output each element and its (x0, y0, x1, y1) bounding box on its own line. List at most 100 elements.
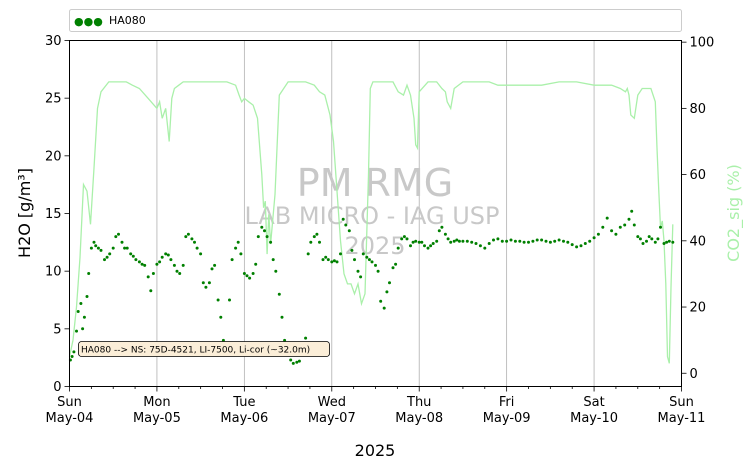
h2o-point (417, 240, 421, 244)
h2o-point (344, 223, 348, 227)
h2o-point (645, 239, 648, 243)
y-axis-label-right: CO2_sig (%) (724, 164, 744, 262)
h2o-point (391, 266, 395, 270)
h2o-point (219, 315, 223, 319)
h2o-point (339, 252, 342, 256)
h2o-point (423, 244, 426, 248)
h2o-point (251, 272, 255, 275)
h2o-point (653, 240, 657, 244)
y-left-tick-label: 0 (53, 380, 61, 395)
h2o-point (374, 263, 377, 267)
h2o-point (263, 229, 266, 233)
co2-line (68, 81, 674, 364)
h2o-point (531, 239, 535, 243)
h2o-point (213, 263, 217, 267)
h2o-point (435, 239, 439, 243)
h2o-point (492, 238, 495, 242)
y-right-tick-label: 40 (690, 234, 707, 249)
h2o-point (662, 242, 666, 245)
h2o-point (111, 246, 115, 250)
h2o-point (330, 260, 334, 264)
h2o-point (350, 248, 354, 252)
h2o-point (103, 258, 106, 262)
h2o-point (82, 315, 86, 319)
h2o-point (647, 235, 651, 239)
h2o-point (562, 239, 565, 243)
h2o-point (553, 239, 557, 243)
h2o-point (280, 315, 284, 319)
h2o-point (164, 252, 168, 256)
h2o-point (522, 240, 526, 244)
h2o-point (289, 358, 293, 362)
h2o-point (382, 306, 386, 310)
h2o-point (184, 235, 188, 239)
h2o-point (172, 263, 176, 267)
h2o-point (610, 229, 614, 233)
h2o-point (588, 239, 592, 243)
x-tick-label-date: May-08 (395, 411, 443, 426)
h2o-point (365, 255, 369, 259)
h2o-point (557, 238, 561, 242)
h2o-point (178, 272, 182, 275)
x-tick-label-day: Tue (232, 395, 255, 410)
h2o-point (114, 235, 118, 239)
h2o-point (535, 238, 539, 242)
h2o-point (151, 272, 155, 275)
h2o-point (356, 269, 360, 273)
h2o-point (347, 229, 351, 233)
h2o-point (509, 238, 513, 242)
h2o-point (671, 240, 675, 244)
h2o-point (505, 239, 509, 243)
h2o-point (210, 267, 214, 271)
h2o-point (175, 269, 179, 273)
h2o-point (632, 223, 636, 227)
y-left-tick-label: 20 (45, 149, 62, 164)
x-tick-label-date: May-11 (658, 411, 706, 426)
h2o-point (623, 223, 627, 227)
annotation-box (78, 341, 330, 357)
x-tick-label-date: May-10 (570, 411, 618, 426)
h2o-point (405, 237, 409, 241)
y-axis-left: 0 5 10 15 20 25 30 (45, 34, 70, 395)
h2o-point (230, 258, 234, 262)
h2o-point (271, 258, 275, 262)
h2o-point (274, 269, 278, 273)
h2o-point (335, 260, 339, 264)
y-left-tick-label: 5 (53, 322, 61, 337)
h2o-point (583, 242, 587, 245)
h2o-point (411, 240, 415, 244)
h2o-point (324, 255, 328, 259)
h2o-point (665, 240, 669, 244)
h2o-point (575, 245, 579, 249)
h2o-point (140, 262, 144, 266)
h2o-point (199, 252, 203, 256)
h2o-point (158, 260, 162, 264)
y-left-tick-label: 10 (45, 265, 62, 280)
h2o-point (367, 258, 371, 262)
annotation: HA080 --> NS: 75D-4521, LI-7500, Li-cor … (78, 341, 330, 357)
h2o-point (478, 244, 482, 248)
h2o-point (137, 260, 141, 264)
h2o-point (487, 242, 491, 245)
h2o-point (474, 242, 478, 245)
legend-box (69, 9, 682, 32)
watermark-subtitle: LAB MICRO - IAG USP (244, 202, 499, 230)
h2o-point (544, 239, 548, 243)
h2o-point (359, 275, 363, 279)
h2o-point (195, 246, 199, 250)
watermark-year: 2025 (344, 232, 405, 260)
h2o-point (85, 295, 89, 298)
h2o-point (420, 240, 424, 244)
h2o-point (470, 240, 474, 244)
h2o-point (452, 239, 456, 243)
h2o-point (248, 276, 252, 280)
h2o-point (396, 246, 400, 250)
h2o-point (429, 244, 433, 248)
h2o-point (242, 272, 246, 275)
h2o-point (394, 262, 398, 266)
h2o-point (291, 361, 295, 365)
h2o-point (443, 232, 447, 236)
h2o-point (149, 289, 153, 293)
h2o-point (134, 258, 138, 262)
